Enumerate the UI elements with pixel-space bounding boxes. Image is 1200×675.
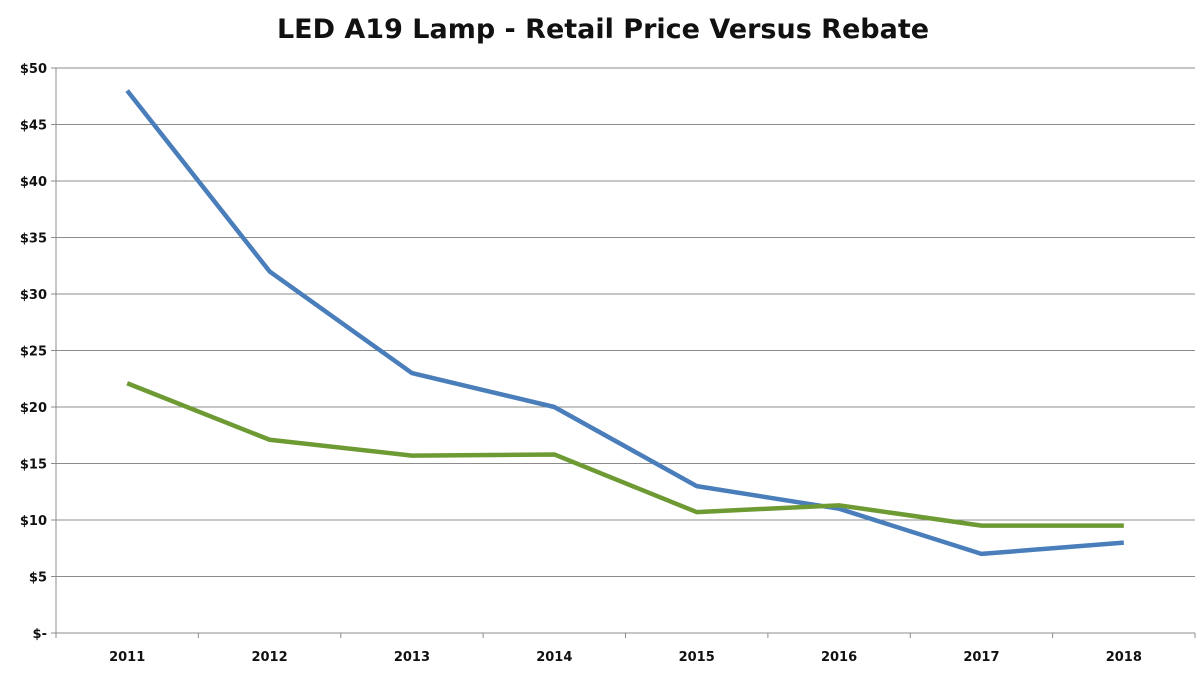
- series-line-0: [125, 89, 1124, 557]
- y-tick-label: $10: [20, 514, 47, 529]
- y-tick-label: $40: [20, 175, 47, 190]
- y-tick-label: $15: [20, 458, 47, 473]
- y-tick-label: $45: [20, 119, 47, 134]
- x-tick-label: 2018: [1106, 650, 1142, 665]
- chart-title: LED A19 Lamp - Retail Price Versus Rebat…: [277, 14, 929, 45]
- series-line-1: [126, 381, 1124, 528]
- x-tick-label: 2017: [963, 650, 999, 665]
- x-tick-label: 2012: [251, 650, 287, 665]
- x-tick-label: 2013: [394, 650, 430, 665]
- x-tick-label: 2016: [821, 650, 857, 665]
- y-tick-label: $-: [33, 627, 47, 642]
- y-tick-label: $30: [20, 288, 47, 303]
- y-tick-label: $50: [20, 62, 47, 77]
- x-tick-label: 2015: [679, 650, 715, 665]
- y-tick-label: $20: [20, 401, 47, 416]
- y-tick-label: $5: [29, 571, 47, 586]
- x-tick-label: 2011: [109, 650, 145, 665]
- y-tick-label: $35: [20, 232, 47, 247]
- x-tick-label: 2014: [536, 650, 572, 665]
- y-tick-label: $25: [20, 345, 47, 360]
